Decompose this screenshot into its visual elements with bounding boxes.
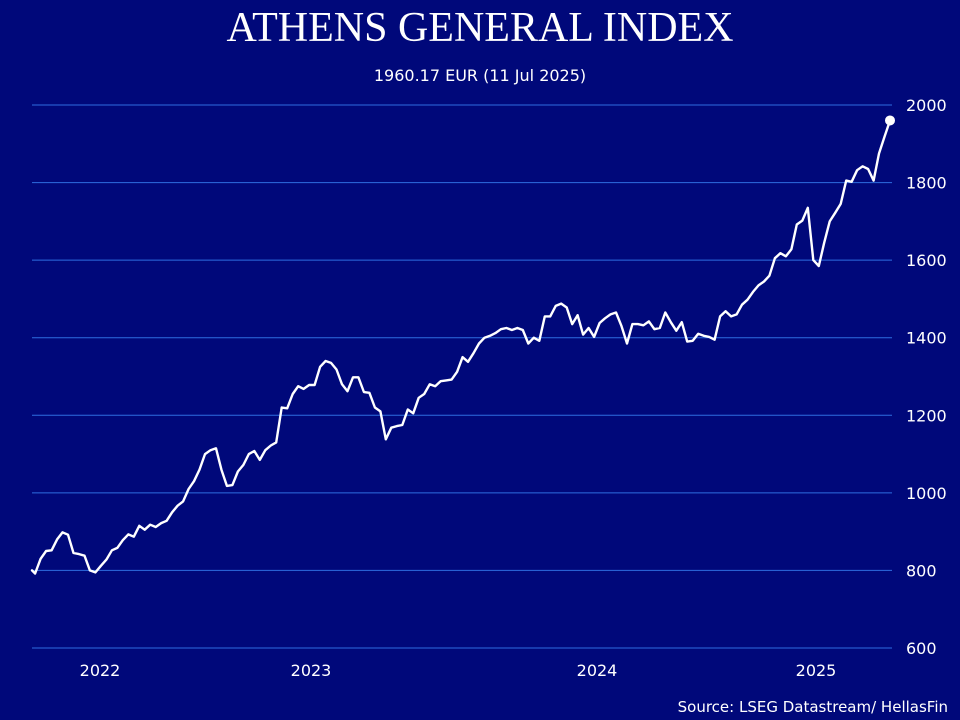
end-value-marker: [885, 115, 895, 126]
x-axis-tick-labels: 2022 2023 2024 2025: [80, 661, 837, 680]
y-tick-label-1000: 1000: [906, 484, 947, 503]
x-tick-label-2025: 2025: [796, 661, 837, 680]
y-tick-label-800: 800: [906, 561, 937, 580]
y-tick-label-1800: 1800: [906, 174, 947, 193]
series-layer: [30, 115, 895, 575]
y-tick-label-1600: 1600: [906, 251, 947, 270]
y-tick-label-1400: 1400: [906, 329, 947, 348]
y-axis-tick-labels: 600 800 1000 1200 1400 1600 1800 2000: [906, 96, 947, 658]
chart-title: ATHENS GENERAL INDEX: [226, 5, 734, 51]
source-note: Source: LSEG Datastream/ HellasFin: [677, 698, 948, 716]
y-tick-label-2000: 2000: [906, 96, 947, 115]
x-tick-label-2022: 2022: [80, 661, 121, 680]
y-tick-label-1200: 1200: [906, 406, 947, 425]
x-tick-label-2023: 2023: [291, 661, 332, 680]
chart-subtitle: 1960.17 EUR (11 Jul 2025): [373, 66, 587, 85]
gridlines: [32, 104, 892, 649]
series-line-0: [30, 119, 892, 575]
x-tick-label-2024: 2024: [577, 661, 618, 680]
y-tick-label-600: 600: [906, 639, 937, 658]
